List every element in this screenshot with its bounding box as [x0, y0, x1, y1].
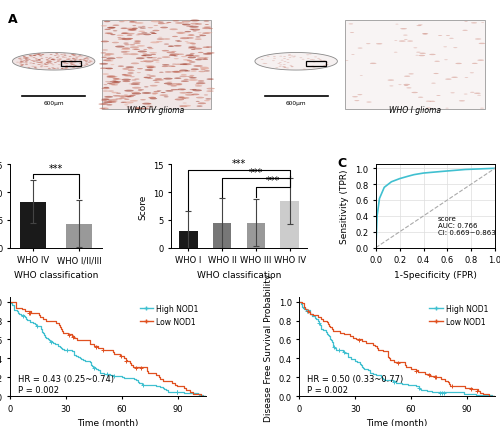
Circle shape	[186, 55, 194, 57]
Circle shape	[191, 30, 200, 32]
Text: ***: ***	[49, 163, 63, 173]
Circle shape	[130, 22, 134, 23]
Circle shape	[57, 61, 60, 62]
Circle shape	[192, 45, 196, 46]
Circle shape	[204, 58, 209, 59]
Circle shape	[205, 33, 212, 35]
Circle shape	[127, 29, 132, 30]
Circle shape	[136, 58, 144, 60]
Circle shape	[148, 71, 152, 72]
Circle shape	[126, 107, 131, 108]
Y-axis label: Score: Score	[138, 194, 147, 219]
Circle shape	[150, 53, 157, 55]
Circle shape	[46, 62, 50, 63]
Circle shape	[112, 43, 119, 44]
Circle shape	[199, 35, 203, 36]
Circle shape	[170, 29, 178, 31]
Circle shape	[186, 38, 194, 40]
Circle shape	[132, 80, 136, 81]
Circle shape	[180, 90, 185, 91]
Circle shape	[120, 97, 124, 98]
Polygon shape	[255, 53, 338, 71]
Circle shape	[134, 41, 141, 43]
Circle shape	[128, 84, 134, 85]
Circle shape	[137, 46, 145, 48]
Circle shape	[206, 79, 214, 81]
Circle shape	[348, 24, 353, 25]
Circle shape	[449, 39, 454, 40]
Circle shape	[38, 65, 41, 66]
Circle shape	[58, 65, 60, 66]
Circle shape	[445, 79, 452, 81]
Circle shape	[190, 90, 194, 91]
Circle shape	[144, 50, 148, 51]
Circle shape	[35, 59, 37, 60]
Circle shape	[160, 95, 168, 97]
Circle shape	[48, 69, 51, 70]
Circle shape	[459, 101, 465, 102]
Circle shape	[104, 30, 110, 31]
Circle shape	[41, 55, 44, 56]
Circle shape	[104, 99, 110, 101]
Circle shape	[198, 81, 204, 83]
Circle shape	[109, 84, 115, 86]
Circle shape	[120, 29, 128, 30]
Circle shape	[452, 78, 458, 79]
Circle shape	[154, 92, 160, 93]
Circle shape	[187, 77, 194, 78]
Circle shape	[174, 46, 182, 48]
Circle shape	[189, 78, 196, 79]
Circle shape	[136, 73, 141, 74]
Circle shape	[128, 34, 134, 35]
Circle shape	[134, 43, 140, 45]
Circle shape	[190, 30, 194, 31]
Circle shape	[167, 66, 175, 68]
Circle shape	[162, 65, 170, 66]
Circle shape	[407, 41, 413, 43]
Circle shape	[123, 21, 128, 22]
Circle shape	[170, 86, 177, 87]
Circle shape	[42, 55, 44, 56]
Circle shape	[64, 56, 66, 57]
Circle shape	[412, 92, 418, 94]
Circle shape	[78, 67, 82, 68]
Circle shape	[166, 52, 175, 54]
Bar	[212, 224, 232, 248]
Circle shape	[118, 66, 124, 68]
Circle shape	[124, 105, 128, 106]
Circle shape	[25, 60, 28, 61]
Circle shape	[102, 50, 108, 52]
Circle shape	[156, 39, 164, 41]
Circle shape	[53, 60, 56, 61]
Circle shape	[418, 25, 422, 26]
Circle shape	[132, 29, 138, 30]
Circle shape	[72, 56, 76, 57]
Circle shape	[54, 56, 57, 57]
Circle shape	[104, 33, 112, 35]
Circle shape	[194, 85, 200, 86]
Circle shape	[202, 47, 209, 49]
Circle shape	[464, 78, 468, 79]
Circle shape	[200, 70, 205, 71]
Circle shape	[181, 75, 186, 76]
Circle shape	[160, 28, 168, 29]
Circle shape	[182, 25, 190, 26]
Circle shape	[171, 67, 175, 68]
Circle shape	[100, 68, 108, 70]
Circle shape	[160, 93, 166, 94]
Circle shape	[114, 79, 122, 81]
Circle shape	[177, 89, 186, 91]
Text: 600μm: 600μm	[286, 101, 306, 106]
Circle shape	[40, 63, 43, 64]
Text: HR = 0.43 (0.25~0.74)
P = 0.002: HR = 0.43 (0.25~0.74) P = 0.002	[18, 374, 114, 394]
Circle shape	[179, 98, 184, 99]
Circle shape	[202, 28, 211, 30]
Circle shape	[192, 90, 196, 91]
Circle shape	[110, 35, 116, 36]
Bar	[102, 21, 212, 109]
Circle shape	[400, 29, 407, 30]
Circle shape	[144, 70, 153, 72]
Circle shape	[200, 69, 209, 70]
Circle shape	[191, 50, 196, 51]
Circle shape	[188, 80, 198, 82]
